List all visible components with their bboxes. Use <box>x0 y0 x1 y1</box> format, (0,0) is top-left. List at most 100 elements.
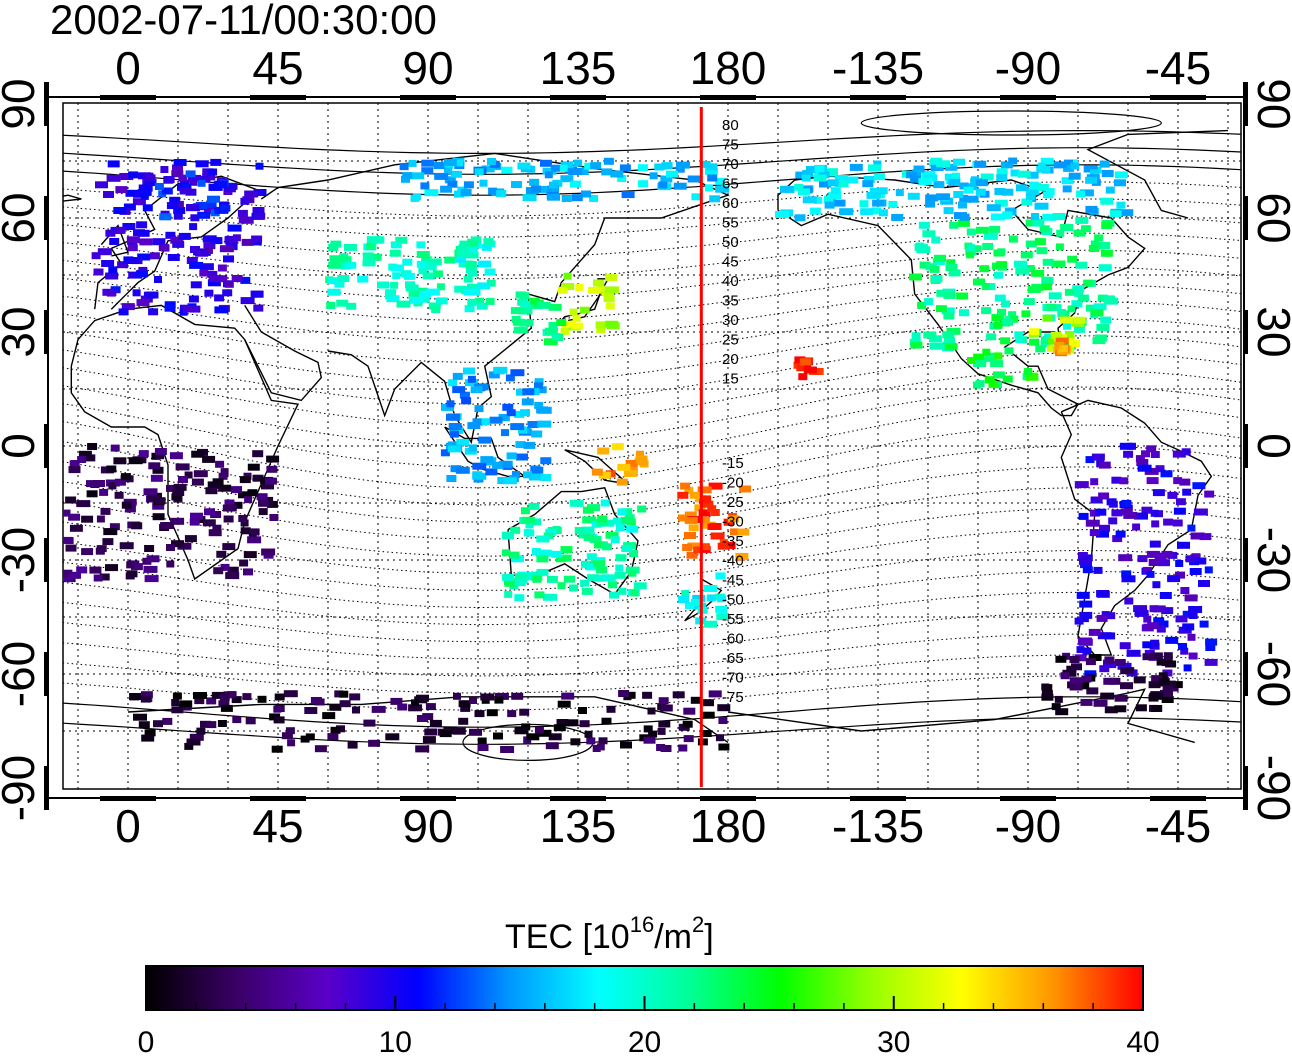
tec-cell <box>138 229 150 237</box>
tec-cell <box>189 223 198 231</box>
tec-cell <box>801 174 811 182</box>
tec-cell <box>1181 448 1191 456</box>
tec-cell <box>957 219 970 227</box>
tec-cell <box>706 163 718 171</box>
tec-cell <box>166 484 179 492</box>
tec-cell <box>973 278 985 286</box>
tec-cell <box>948 269 961 277</box>
tec-cell <box>408 296 423 304</box>
tec-cell <box>578 707 587 714</box>
tec-cell <box>633 582 647 590</box>
tec-cell <box>1084 670 1097 678</box>
tec-cell <box>63 575 74 583</box>
tec-cell <box>1121 575 1136 583</box>
tec-cell <box>975 188 986 196</box>
tec-cell <box>531 185 541 193</box>
left-lat-label: 0 <box>0 433 44 459</box>
tec-cell <box>161 244 170 252</box>
tec-cell <box>576 168 589 175</box>
left-tick-bar <box>44 424 49 468</box>
tec-cell <box>561 283 575 290</box>
tec-cell <box>681 590 690 597</box>
tec-cell <box>86 490 98 498</box>
tec-cell <box>952 172 961 180</box>
tec-cell <box>1204 490 1215 498</box>
tec-cell <box>1199 533 1212 541</box>
tec-cell <box>699 495 712 503</box>
tec-cell <box>708 482 723 490</box>
mlat-contour <box>63 352 1241 426</box>
tec-cell <box>924 174 938 182</box>
tec-cell <box>1079 189 1094 197</box>
tec-cell <box>193 692 207 699</box>
tec-cell <box>516 388 525 396</box>
tec-cell <box>1148 681 1161 689</box>
tec-cell <box>1146 550 1160 558</box>
tec-cell <box>493 366 508 374</box>
tec-cell <box>148 308 159 316</box>
tec-cell <box>144 729 156 737</box>
tec-cell <box>993 321 1003 329</box>
tec-cell <box>1165 660 1177 668</box>
tec-cell <box>1118 554 1133 562</box>
tec-cell <box>593 279 605 287</box>
tec-cell <box>1183 664 1192 672</box>
tec-cell <box>562 554 572 562</box>
lat-lon-grid <box>63 103 1241 789</box>
tec-cell <box>1204 658 1218 666</box>
tec-cell <box>619 164 631 172</box>
tec-cell <box>509 551 520 559</box>
tec-cell <box>1104 297 1119 305</box>
tec-cell <box>834 180 849 188</box>
tec-cell <box>558 164 568 172</box>
tec-cell <box>798 188 810 196</box>
tec-cell <box>231 486 242 494</box>
tec-cell <box>510 369 525 377</box>
tec-cell <box>261 548 276 556</box>
tec-cell <box>966 244 975 252</box>
tec-cell <box>362 259 376 267</box>
tec-cell <box>500 746 515 753</box>
tec-cell <box>1096 590 1110 598</box>
tec-cell <box>1173 507 1186 515</box>
colorbar-tick-label: 20 <box>628 1026 661 1057</box>
tec-cell <box>967 357 975 364</box>
tec-cell <box>1167 491 1178 499</box>
tec-cell <box>583 534 594 541</box>
tec-cell <box>494 692 509 700</box>
tec-cell <box>76 566 88 574</box>
tec-cell <box>334 280 345 288</box>
tec-cell <box>101 260 115 267</box>
tec-cell <box>257 695 267 703</box>
tec-cell <box>189 178 198 186</box>
tec-cell <box>1121 570 1132 578</box>
top-lon-label: 180 <box>690 42 767 94</box>
tec-cell <box>1134 609 1149 617</box>
tec-cell <box>419 295 430 303</box>
tec-cell <box>1188 606 1203 613</box>
bottom-lon-label: 180 <box>690 800 767 852</box>
tec-cell <box>1163 652 1173 660</box>
tec-cell <box>1143 615 1152 623</box>
top-tick-bar <box>849 95 906 100</box>
tec-cell <box>487 158 496 165</box>
tec-cell <box>602 543 612 551</box>
tec-cell <box>556 719 569 726</box>
tec-cell <box>1048 292 1062 300</box>
tec-cell <box>569 584 578 592</box>
tec-cell <box>699 516 710 524</box>
right-lat-label: 90 <box>1248 78 1292 129</box>
tec-cell <box>924 298 934 306</box>
colorbar-title: TEC [1016/m2] <box>505 912 714 956</box>
tec-cell <box>698 509 711 517</box>
tec-cell <box>953 158 965 166</box>
tec-cell <box>1148 559 1159 566</box>
tec-cell <box>1179 478 1191 486</box>
tec-cell <box>127 244 138 252</box>
tec-cell <box>154 183 164 190</box>
tec-cell <box>593 560 606 568</box>
tec-cell <box>449 430 459 438</box>
tec-cell <box>548 733 562 741</box>
tec-cell <box>1088 628 1101 636</box>
tec-cell <box>506 409 516 417</box>
